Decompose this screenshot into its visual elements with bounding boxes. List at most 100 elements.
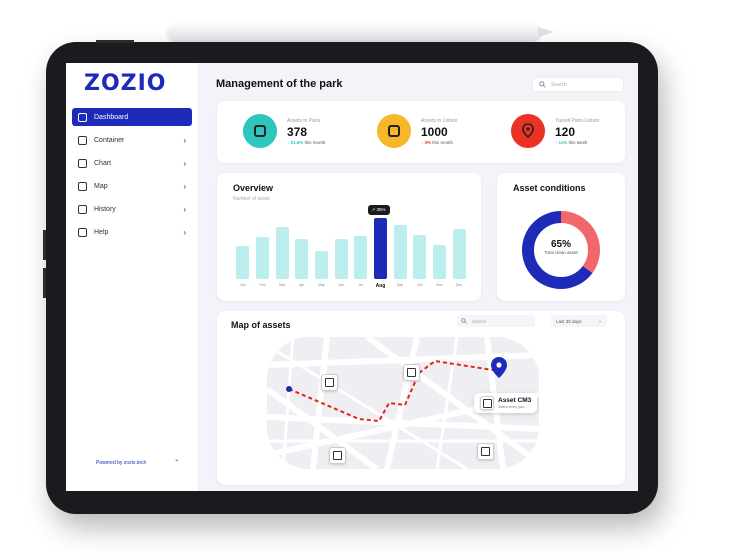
stat-value: 120 <box>555 124 576 139</box>
donut-label: Total clean asset <box>544 250 578 255</box>
chevron-down-icon: ⌄ <box>598 318 602 323</box>
tablet-side-button <box>43 268 46 298</box>
donut-center: 65% Total clean asset <box>516 239 606 255</box>
sidebar-nav: Dashboard Container › Chart › Map › History › Hel… <box>72 108 192 246</box>
map-card: Map of assets Search Last 30 days ⌄ <box>217 311 625 485</box>
bar-may[interactable] <box>315 250 328 279</box>
stat-change-pct: 3% <box>424 139 432 145</box>
asset-info-card[interactable]: Asset CM3 10km from you <box>474 393 538 413</box>
stat-icon-circle <box>243 114 277 148</box>
stat-change-pct: 11% <box>558 139 568 145</box>
arrow-down-icon: ↓ <box>421 139 424 145</box>
map-pin-icon <box>78 181 87 191</box>
stat-change-pct: 31.8% <box>290 139 304 145</box>
stat-label: Assets in Lisbon <box>421 117 458 124</box>
overview-title: Overview <box>233 183 274 193</box>
chevron-right-icon: › <box>183 158 186 168</box>
bar-aug[interactable] <box>374 217 387 279</box>
map-search-placeholder: Search <box>472 318 487 324</box>
stat-change-period: this month <box>304 139 326 145</box>
bar-oct[interactable] <box>413 234 427 279</box>
bar-mar[interactable] <box>275 227 289 279</box>
dashboard-icon <box>78 112 87 122</box>
tick-label: Feb <box>259 283 266 287</box>
stat-icon-circle <box>377 114 411 148</box>
donut-segment-clean[interactable] <box>522 211 600 289</box>
chevron-right-icon: › <box>183 135 186 145</box>
bar-jan[interactable] <box>236 246 250 279</box>
help-icon <box>78 227 87 237</box>
tablet-side-button <box>43 230 46 260</box>
tick-label: May <box>318 283 325 287</box>
map-search-input[interactable]: Search <box>457 315 535 327</box>
asset-distance: 10km from you <box>498 404 525 409</box>
route-line <box>288 359 500 423</box>
asset-conditions-title: Asset conditions <box>513 183 586 193</box>
app-logo: ZOZIO <box>84 71 167 96</box>
bar-apr[interactable] <box>295 239 309 279</box>
sidebar-item-container[interactable]: Container › <box>72 131 192 149</box>
stat-card: Assets in Lisbon 1000 ↓ 3% this month <box>377 114 457 148</box>
box-icon <box>333 451 342 460</box>
asset-marker[interactable] <box>321 374 338 391</box>
map-title: Map of assets <box>231 320 291 330</box>
bar-jul[interactable] <box>354 235 368 279</box>
stat-change-period: this month <box>432 139 454 145</box>
tick-label: Sep <box>397 283 404 287</box>
tablet-screen: ZOZIO Dashboard Container › Chart › Map › Histo… <box>66 63 638 491</box>
search-input[interactable]: Search <box>532 77 624 92</box>
stat-change: ↓ 3% this month <box>421 140 457 145</box>
tick-label: Jan <box>240 283 246 287</box>
box-icon <box>254 125 266 137</box>
sidebar-item-help[interactable]: Help › <box>72 223 192 241</box>
trend-icon: ↗ <box>371 206 376 212</box>
tablet-top-button <box>96 40 134 43</box>
tick-label: Nov <box>436 283 443 287</box>
bar-sep[interactable] <box>393 225 407 279</box>
bar-feb[interactable] <box>256 236 269 279</box>
powered-by-link[interactable]: Powered by zozio.tech <box>96 460 147 466</box>
history-icon <box>78 204 87 214</box>
sidebar-item-label: Chart <box>94 159 112 167</box>
sidebar: ZOZIO Dashboard Container › Chart › Map › Histo… <box>66 63 199 491</box>
page-title: Management of the park <box>216 78 343 90</box>
stat-value: 378 <box>287 124 308 139</box>
stats-card: Assets in Paris 378 ↑ 31.8% this month Asse… <box>217 101 625 163</box>
bar-dec[interactable] <box>452 229 466 279</box>
date-range-dropdown[interactable]: Last 30 days ⌄ <box>551 315 607 327</box>
sidebar-item-label: Dashboard <box>94 113 129 121</box>
box-icon <box>407 368 416 377</box>
sidebar-item-map[interactable]: Map › <box>72 177 192 195</box>
destination-pin-icon[interactable] <box>491 357 507 378</box>
tick-label: Mar <box>279 283 286 287</box>
sidebar-item-label: Container <box>94 136 125 144</box>
route-icon <box>519 122 537 140</box>
bar-chart: ↗ 35% <box>233 204 469 279</box>
stat-value: 1000 <box>421 124 448 139</box>
sidebar-item-history[interactable]: History › <box>72 200 192 218</box>
chevron-right-icon: › <box>183 204 186 214</box>
asset-marker[interactable] <box>329 447 346 464</box>
sidebar-item-dashboard[interactable]: Dashboard <box>72 108 192 126</box>
box-icon <box>325 378 334 387</box>
tick-label: Oct <box>417 283 423 287</box>
stat-card: Transit Paris-Lisbon 120 ↑ 11% this week <box>511 114 599 148</box>
chevron-down-icon[interactable]: ⌄ <box>174 456 180 463</box>
container-icon <box>78 135 87 145</box>
tick-label: Jul <box>358 283 364 287</box>
sidebar-item-chart[interactable]: Chart › <box>72 154 192 172</box>
search-icon <box>539 81 546 88</box>
stat-change-period: this week <box>568 139 588 145</box>
date-range-value: Last 30 days <box>556 318 582 324</box>
tick-label: Dec <box>456 283 463 287</box>
arrow-up-icon: ↑ <box>555 139 558 145</box>
asset-conditions-card: Asset conditions 65% Total clean asset <box>497 173 625 301</box>
asset-marker[interactable] <box>477 443 494 460</box>
sidebar-item-label: Help <box>94 228 109 236</box>
bar-jun[interactable] <box>334 239 348 279</box>
apple-pencil <box>168 24 554 40</box>
asset-marker[interactable] <box>403 364 420 381</box>
overview-card: Overview Number of asset ↗ 35% Jan Feb Mar… <box>217 173 481 301</box>
bar-nov[interactable] <box>433 245 446 279</box>
bar-chart-labels: Jan Feb Mar Apr May Jun Jul Aug Sep Oct Nov Dec <box>233 283 469 293</box>
